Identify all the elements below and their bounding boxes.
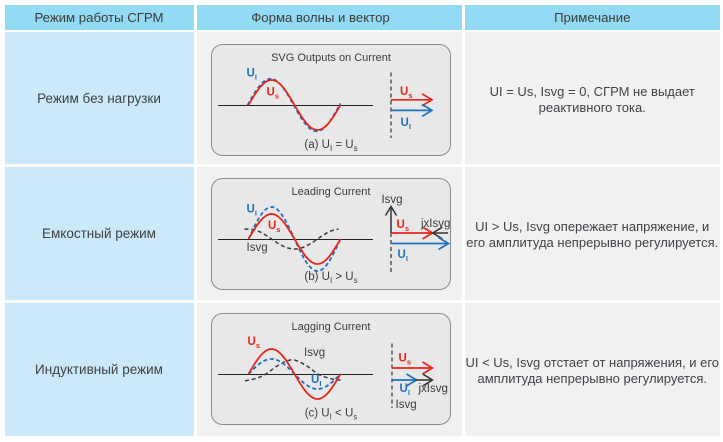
- svg-text:Lagging Current: Lagging Current: [291, 321, 370, 333]
- svg-text:SVG Outputs on Current: SVG Outputs on Current: [271, 52, 391, 64]
- svg-text:jxIsvg: jxIsvg: [420, 218, 450, 230]
- svg-text:UI: UI: [246, 204, 256, 218]
- svg-text:jxIsvg: jxIsvg: [417, 383, 447, 395]
- svg-text:Isvg: Isvg: [381, 194, 402, 206]
- svg-text:UI: UI: [399, 383, 409, 397]
- svg-text:Isvg: Isvg: [304, 347, 325, 359]
- svg-text:Isvg: Isvg: [395, 399, 416, 411]
- svg-text:UI: UI: [397, 249, 407, 263]
- svg-text:(a) UI = Us: (a) UI = Us: [304, 139, 357, 153]
- svg-text:UI: UI: [311, 374, 321, 388]
- svg-text:UI: UI: [400, 117, 410, 131]
- svg-text:(c) UI < Us: (c) UI < Us: [304, 408, 357, 422]
- svg-text:Leading Current: Leading Current: [291, 186, 370, 198]
- svg-text:Isvg: Isvg: [246, 242, 267, 254]
- svg-text:UI: UI: [246, 68, 256, 82]
- svg-text:(b) UI > Us: (b) UI > Us: [304, 271, 357, 285]
